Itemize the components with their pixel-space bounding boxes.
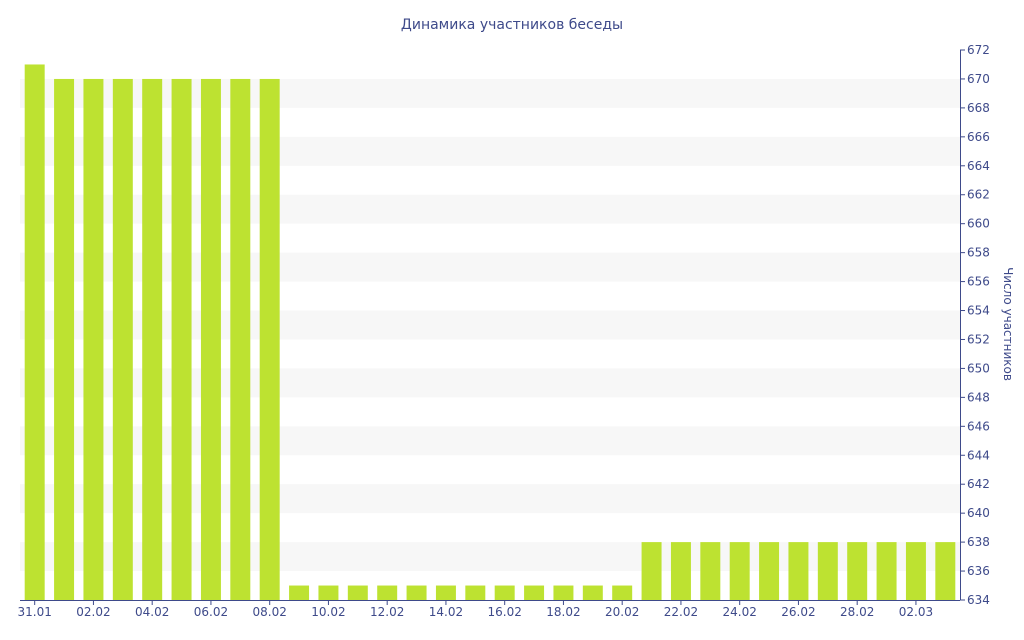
x-axis: 31.01 02.02 04.02 06.02 08.02 10.02 12.02 14.02… [18, 600, 960, 619]
y-tick-label: 656 [967, 275, 990, 289]
y-tick-label: 634 [967, 593, 990, 607]
bar [435, 585, 456, 600]
y-tick-label: 648 [967, 390, 990, 404]
y-tick-label: 646 [967, 419, 990, 433]
bar [142, 78, 163, 600]
bar [935, 542, 956, 600]
y-tick-label: 666 [967, 130, 990, 144]
bar [318, 585, 339, 600]
x-tick-label: 18.02 [546, 605, 580, 619]
bar [465, 585, 486, 600]
y-tick-label: 668 [967, 101, 990, 115]
x-tick-label: 20.02 [605, 605, 639, 619]
bar-series [24, 64, 956, 601]
bar [494, 585, 515, 600]
y-tick-label: 636 [967, 564, 990, 578]
y-tick-label: 650 [967, 361, 990, 375]
bar [905, 542, 926, 600]
bar [230, 78, 251, 600]
chart-title: Динамика участников беседы [401, 17, 623, 33]
x-tick-label: 26.02 [781, 605, 815, 619]
x-tick-label: 10.02 [311, 605, 345, 619]
bar [847, 542, 868, 600]
x-tick-label: 28.02 [840, 605, 874, 619]
bar [406, 585, 427, 600]
bar [171, 78, 192, 600]
y-tick-label: 642 [967, 477, 990, 491]
x-tick-label: 06.02 [194, 605, 228, 619]
y-tick-label: 672 [967, 43, 990, 57]
y-tick-label: 660 [967, 217, 990, 231]
bar [24, 64, 45, 601]
bar [524, 585, 545, 600]
bar [259, 78, 280, 600]
x-tick-label: 12.02 [370, 605, 404, 619]
y-tick-label: 670 [967, 72, 990, 86]
bar [54, 78, 75, 600]
bar [112, 78, 133, 600]
y-tick-label: 658 [967, 246, 990, 260]
y-tick-label: 652 [967, 332, 990, 346]
bar [582, 585, 603, 600]
y-axis: 634 636 638 640 642 644 646 648 650 652 654 656 658 6… [960, 43, 990, 607]
x-tick-label: 22.02 [664, 605, 698, 619]
x-tick-label: 14.02 [429, 605, 463, 619]
y-tick-label: 664 [967, 159, 990, 173]
bar [289, 585, 310, 600]
bar [612, 585, 633, 600]
x-tick-label: 08.02 [253, 605, 287, 619]
bar [788, 542, 809, 600]
bar [347, 585, 368, 600]
x-tick-label: 16.02 [488, 605, 522, 619]
y-tick-label: 640 [967, 506, 990, 520]
x-tick-label: 02.03 [899, 605, 933, 619]
bar [700, 542, 721, 600]
x-tick-label: 02.02 [76, 605, 110, 619]
bar [876, 542, 897, 600]
y-tick-label: 662 [967, 188, 990, 202]
bar [641, 542, 662, 600]
x-tick-label: 24.02 [723, 605, 757, 619]
bar [83, 78, 104, 600]
y-tick-label: 644 [967, 448, 990, 462]
y-axis-title: Число участников [1001, 267, 1015, 381]
bar [729, 542, 750, 600]
y-tick-label: 654 [967, 304, 990, 318]
bar [553, 585, 574, 600]
x-tick-label: 04.02 [135, 605, 169, 619]
y-tick-label: 638 [967, 535, 990, 549]
bar [817, 542, 838, 600]
x-tick-label: 31.01 [18, 605, 52, 619]
bar [200, 78, 221, 600]
bar [377, 585, 398, 600]
bar [759, 542, 780, 600]
bar [670, 542, 691, 600]
